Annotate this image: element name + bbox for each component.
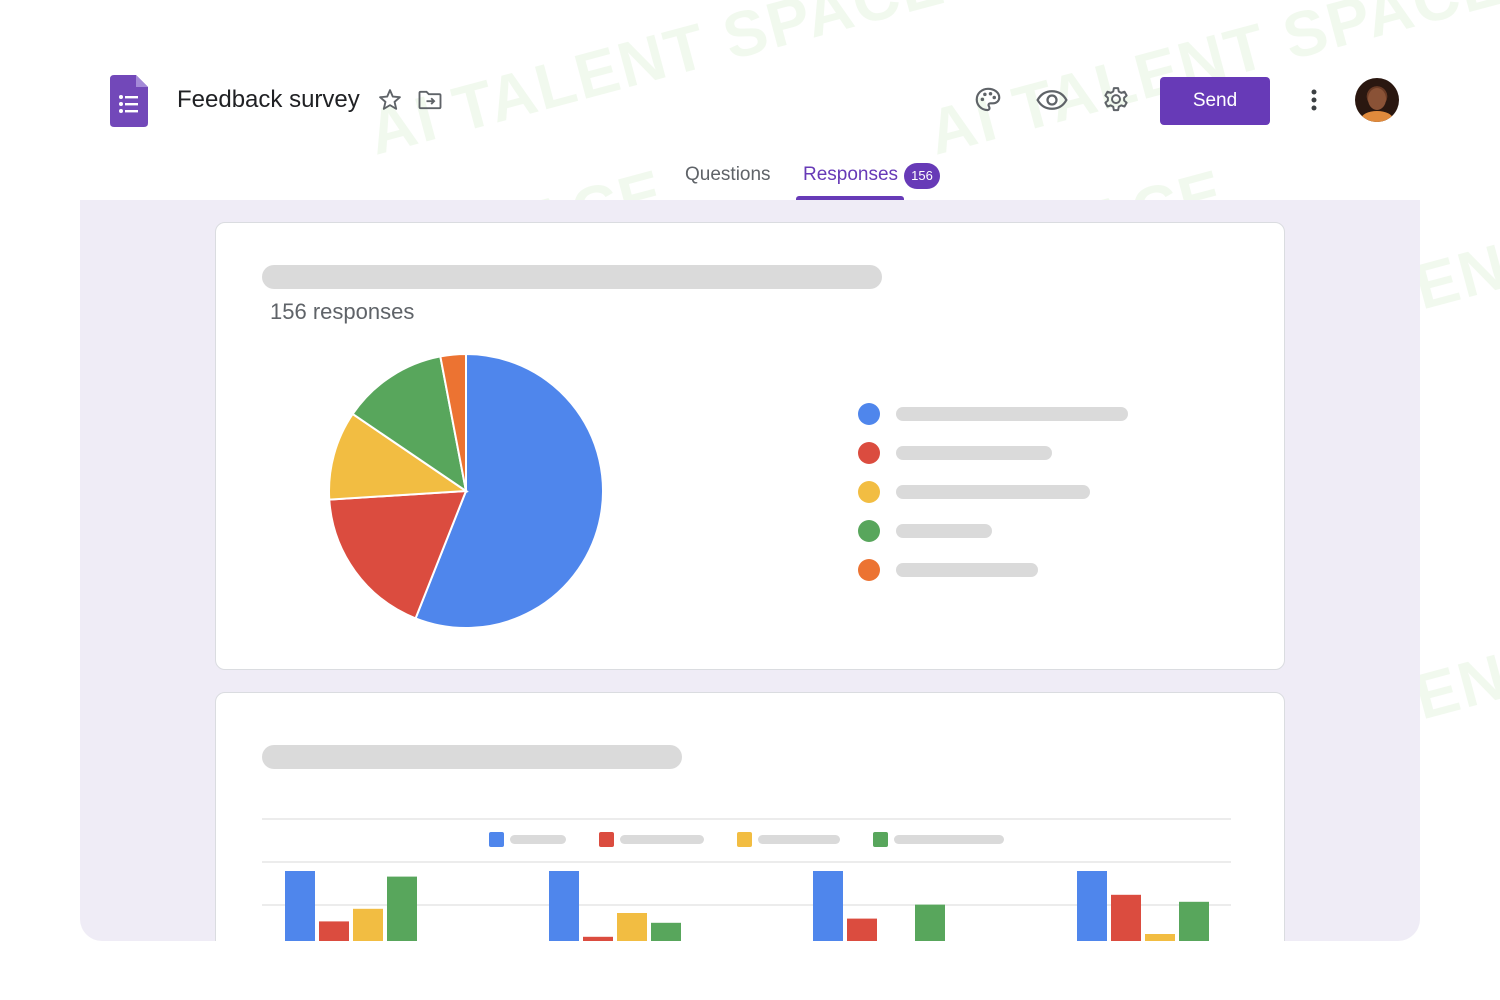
legend-label-placeholder-3 — [896, 485, 1090, 499]
bar-g2-s3 — [617, 913, 647, 941]
bar-g1-s4 — [387, 876, 417, 941]
app-header: Feedback survey Send — [0, 0, 1500, 150]
bar-g2-s2 — [583, 936, 613, 941]
tab-bar: Questions Responses 156 — [0, 150, 1500, 200]
palette-button[interactable] — [970, 82, 1006, 118]
move-to-folder-icon[interactable] — [416, 86, 444, 114]
legend-dot-1 — [858, 403, 880, 425]
avatar-face — [1368, 88, 1386, 110]
pie-chart-card: 156 responses — [215, 222, 1285, 670]
pie-chart — [328, 352, 1128, 629]
bar-g4-s3 — [1145, 934, 1175, 941]
legend-swatch-1 — [489, 832, 504, 847]
legend-label-placeholder-4 — [896, 524, 992, 538]
bar-g4-s2 — [1111, 894, 1141, 941]
legend-swatch-3 — [737, 832, 752, 847]
legend-swatch-2 — [599, 832, 614, 847]
eye-icon — [1036, 90, 1068, 110]
star-icon[interactable] — [376, 86, 404, 114]
bar-g4-s4 — [1179, 901, 1209, 941]
bar-g1-s3 — [353, 908, 383, 941]
bar-g3-s2 — [847, 918, 877, 941]
pie-slice-3 — [328, 412, 469, 501]
active-tab-indicator — [796, 196, 904, 200]
settings-button[interactable] — [1098, 82, 1134, 118]
bar-g2-s1 — [549, 871, 579, 941]
legend-dot-3 — [858, 481, 880, 503]
bar-g3-s4 — [915, 904, 945, 941]
bar-g4-s1 — [1077, 871, 1107, 941]
legend-label-placeholder-4 — [894, 835, 1004, 844]
legend-label-placeholder-3 — [758, 835, 840, 844]
legend-swatch-4 — [873, 832, 888, 847]
legend-label-placeholder-5 — [896, 563, 1038, 577]
legend-label-placeholder-1 — [510, 835, 566, 844]
response-count: 156 responses — [270, 299, 415, 324]
bar-g3-s1 — [813, 871, 843, 941]
legend-dot-2 — [858, 442, 880, 464]
responses-count-badge: 156 — [904, 163, 940, 189]
legend-label-placeholder-2 — [620, 835, 704, 844]
legend-dot-4 — [858, 520, 880, 542]
bar-g1-s1 — [285, 871, 315, 941]
legend-dot-5 — [858, 559, 880, 581]
bar-g1-s2 — [319, 921, 349, 941]
pie-slice-5 — [439, 352, 467, 492]
tab-responses[interactable]: Responses — [803, 164, 899, 185]
pie-slice-4 — [351, 355, 468, 494]
send-button[interactable]: Send — [1160, 77, 1270, 125]
bar-chart — [262, 818, 1231, 941]
preview-button[interactable] — [1034, 82, 1070, 118]
more-options-button[interactable] — [1296, 82, 1332, 118]
gear-icon — [1104, 87, 1128, 112]
palette-icon — [975, 87, 1001, 112]
pie-slice-1 — [414, 352, 604, 629]
avatar-shirt — [1361, 111, 1393, 122]
tab-questions[interactable]: Questions — [685, 164, 771, 185]
bar-chart-card — [215, 692, 1285, 941]
pie-slice-2 — [328, 489, 468, 620]
document-title[interactable]: Feedback survey — [177, 86, 360, 113]
question-title-placeholder — [262, 745, 682, 769]
legend-label-placeholder-1 — [896, 407, 1128, 421]
responses-content: 156 responses — [80, 200, 1420, 941]
legend-label-placeholder-2 — [896, 446, 1052, 460]
avatar[interactable] — [1355, 78, 1399, 122]
bar-g2-s4 — [651, 922, 681, 941]
more-vert-icon — [1311, 89, 1317, 111]
question-title-placeholder — [262, 265, 882, 289]
forms-logo-icon[interactable] — [110, 75, 148, 127]
